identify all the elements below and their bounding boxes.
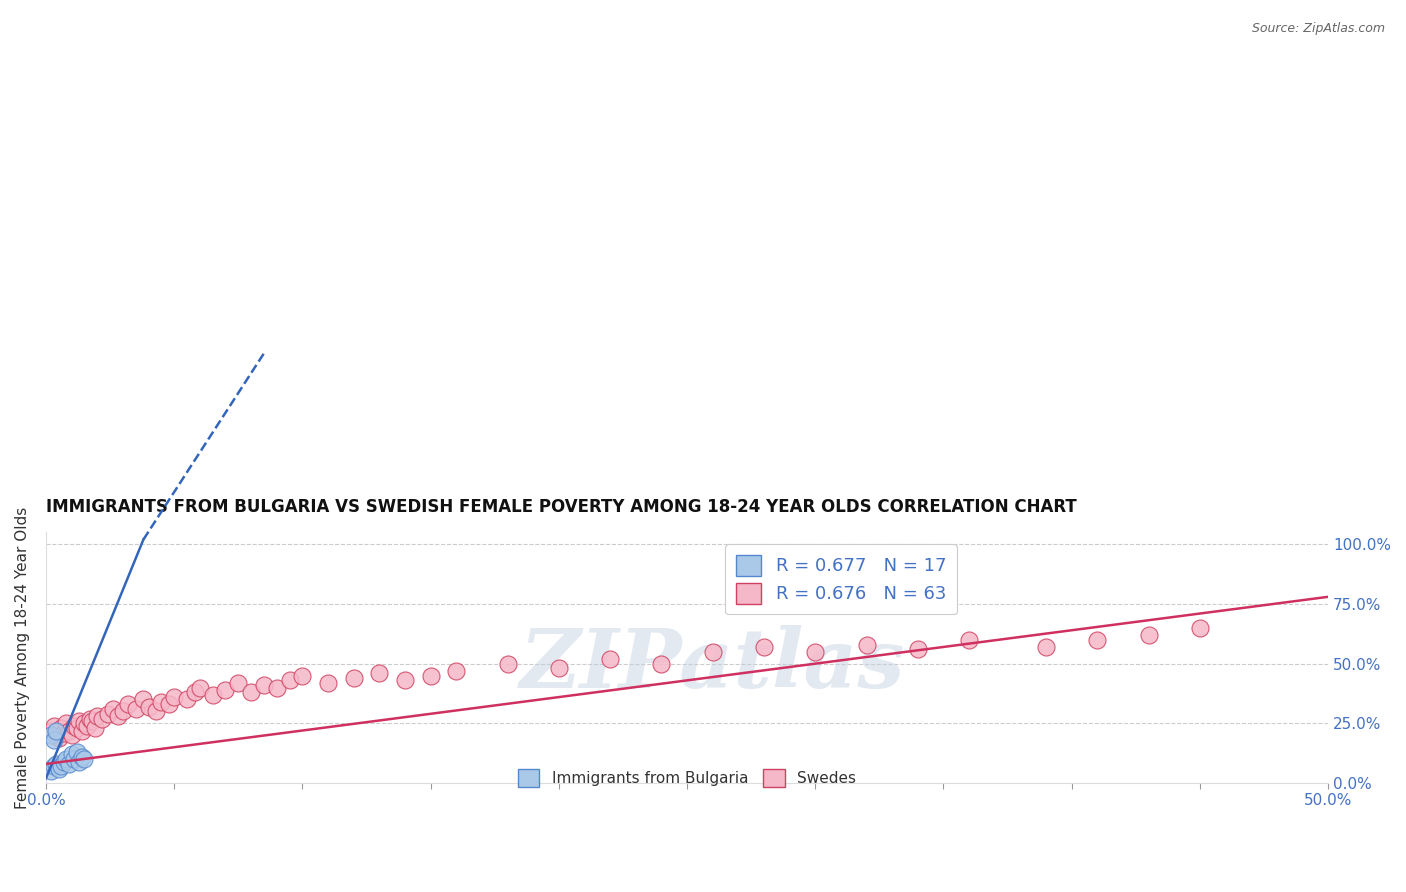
Point: [599, 652, 621, 666]
Point: [907, 642, 929, 657]
Point: [83, 721, 105, 735]
Point: [79, 712, 101, 726]
Point: [188, 681, 211, 695]
Point: [91, 712, 114, 726]
Point: [111, 705, 134, 719]
Point: [70, 749, 93, 764]
Point: [1137, 628, 1160, 642]
Point: [60, 747, 83, 762]
Point: [48, 762, 70, 776]
Point: [42, 719, 65, 733]
Point: [266, 681, 288, 695]
Point: [70, 723, 93, 738]
Point: [96, 706, 118, 721]
Point: [1188, 621, 1211, 635]
Point: [39, 723, 62, 738]
Point: [55, 752, 77, 766]
Legend: Immigrants from Bulgaria, Swedes: Immigrants from Bulgaria, Swedes: [512, 763, 862, 793]
Point: [51, 759, 73, 773]
Point: [86, 709, 108, 723]
Point: [752, 640, 775, 654]
Point: [48, 731, 70, 745]
Point: [957, 632, 980, 647]
Point: [73, 716, 96, 731]
Point: [52, 755, 75, 769]
Point: [138, 699, 160, 714]
Point: [76, 719, 98, 733]
Point: [278, 673, 301, 688]
Point: [39, 764, 62, 778]
Point: [394, 673, 416, 688]
Y-axis label: Female Poverty Among 18-24 Year Olds: Female Poverty Among 18-24 Year Olds: [15, 507, 30, 809]
Point: [419, 668, 441, 682]
Point: [67, 714, 90, 728]
Point: [117, 698, 139, 712]
Text: ZIPatlas: ZIPatlas: [520, 625, 905, 706]
Point: [496, 657, 519, 671]
Point: [183, 685, 205, 699]
Point: [82, 714, 104, 728]
Point: [63, 752, 86, 766]
Point: [45, 723, 67, 738]
Point: [45, 756, 67, 771]
Point: [145, 705, 167, 719]
Point: [45, 728, 67, 742]
Point: [253, 678, 276, 692]
Point: [201, 688, 224, 702]
Point: [66, 721, 89, 735]
Point: [51, 721, 73, 735]
Point: [39, 728, 62, 742]
Point: [1035, 640, 1057, 654]
Point: [702, 645, 724, 659]
Point: [58, 756, 80, 771]
Point: [63, 719, 86, 733]
Point: [132, 692, 155, 706]
Point: [42, 759, 65, 773]
Text: IMMIGRANTS FROM BULGARIA VS SWEDISH FEMALE POVERTY AMONG 18-24 YEAR OLDS CORRELA: IMMIGRANTS FROM BULGARIA VS SWEDISH FEMA…: [46, 498, 1077, 516]
Point: [52, 726, 75, 740]
Point: [101, 702, 124, 716]
Point: [60, 728, 83, 742]
Point: [650, 657, 672, 671]
Point: [157, 698, 180, 712]
Point: [1085, 632, 1108, 647]
Point: [368, 666, 391, 681]
Point: [73, 752, 96, 766]
Point: [240, 685, 263, 699]
Point: [547, 661, 569, 675]
Point: [176, 692, 198, 706]
Point: [107, 709, 129, 723]
Point: [855, 638, 877, 652]
Point: [804, 645, 827, 659]
Point: [343, 671, 366, 685]
Point: [55, 716, 77, 731]
Point: [446, 664, 468, 678]
Point: [42, 733, 65, 747]
Point: [291, 668, 314, 682]
Point: [163, 690, 186, 704]
Point: [67, 755, 90, 769]
Point: [214, 682, 236, 697]
Text: Source: ZipAtlas.com: Source: ZipAtlas.com: [1251, 22, 1385, 36]
Point: [316, 675, 339, 690]
Point: [66, 745, 89, 759]
Point: [226, 675, 249, 690]
Point: [150, 695, 173, 709]
Point: [125, 702, 148, 716]
Point: [58, 723, 80, 738]
